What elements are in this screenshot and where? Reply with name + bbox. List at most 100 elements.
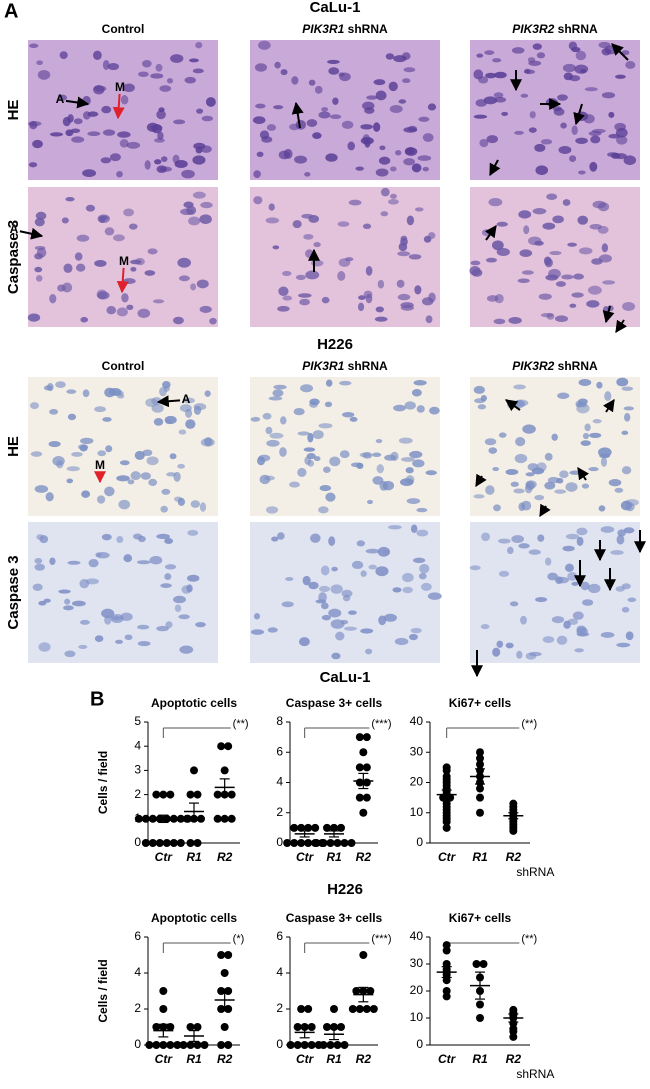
nucleus	[330, 619, 345, 629]
nucleus	[37, 69, 51, 80]
row-label: Caspase 3	[5, 555, 22, 629]
column-header: Control	[102, 359, 145, 373]
nucleus	[187, 529, 199, 536]
data-point	[220, 969, 229, 977]
nucleus	[591, 258, 603, 265]
nucleus	[137, 640, 151, 647]
nucleus	[36, 60, 43, 65]
data-point	[176, 814, 185, 823]
nucleus	[295, 274, 306, 281]
nucleus	[330, 584, 343, 594]
nucleus	[362, 223, 372, 230]
arrow	[291, 101, 304, 129]
x-tick-label: R1	[326, 850, 342, 864]
nucleus	[66, 478, 74, 484]
nucleus	[559, 470, 569, 479]
nucleus	[532, 208, 547, 215]
data-point	[476, 760, 484, 769]
arrow	[19, 227, 44, 240]
data-point	[193, 1041, 202, 1049]
nucleus	[576, 527, 588, 536]
data-point	[359, 951, 368, 959]
data-point	[333, 1041, 342, 1049]
nucleus	[471, 268, 483, 277]
nucleus	[575, 400, 583, 408]
data-point	[509, 1005, 518, 1014]
nucleus	[151, 403, 164, 413]
nucleus	[138, 535, 146, 543]
x-tick-label: R1	[472, 850, 488, 864]
nucleus	[66, 389, 77, 394]
nucleus	[137, 308, 151, 318]
data-point	[362, 778, 371, 787]
nucleus	[138, 71, 149, 77]
nucleus	[67, 560, 81, 565]
nucleus	[117, 131, 131, 138]
nucleus	[187, 574, 200, 582]
nucleus	[523, 69, 536, 75]
nucleus	[177, 463, 185, 469]
image-annotation: M	[95, 458, 105, 472]
nucleus	[571, 292, 584, 298]
data-point	[509, 799, 518, 808]
nucleus	[511, 535, 525, 543]
micrograph	[470, 187, 640, 327]
arrow	[539, 503, 551, 518]
nucleus	[372, 476, 384, 485]
nucleus	[598, 505, 606, 512]
nucleus	[104, 387, 116, 398]
significance: (**)	[521, 718, 537, 730]
nucleus	[27, 313, 41, 322]
nucleus	[563, 72, 573, 81]
nucleus	[505, 642, 514, 649]
group-title: H226	[327, 881, 363, 898]
nucleus	[178, 275, 190, 282]
nucleus	[254, 63, 267, 72]
nucleus	[389, 104, 403, 114]
nucleus	[564, 563, 574, 573]
nucleus	[161, 488, 171, 495]
nucleus	[321, 602, 329, 610]
x-tick-label: R2	[356, 1052, 372, 1066]
nucleus	[272, 389, 284, 397]
nucleus	[360, 570, 367, 577]
data-point	[224, 987, 233, 995]
nucleus	[505, 469, 519, 475]
nucleus	[402, 586, 413, 594]
group-title: CaLu-1	[320, 669, 371, 686]
data-point	[159, 987, 168, 995]
nucleus	[355, 166, 364, 171]
nucleus	[129, 259, 142, 265]
nucleus	[173, 471, 181, 482]
nucleus	[554, 489, 567, 494]
micrograph	[470, 522, 640, 663]
nucleus	[310, 533, 321, 543]
nucleus	[308, 79, 316, 86]
nucleus	[581, 483, 590, 489]
nucleus	[515, 437, 526, 447]
nucleus	[598, 41, 611, 49]
nucleus	[130, 266, 137, 272]
nucleus	[183, 397, 195, 404]
nucleus	[351, 560, 364, 570]
nucleus	[556, 635, 568, 645]
nucleus	[427, 103, 437, 111]
nucleus	[481, 532, 491, 542]
y-tick-label: 2	[134, 1001, 141, 1015]
nucleus	[155, 63, 163, 72]
nucleus	[405, 467, 414, 474]
image-annotation: A	[10, 222, 19, 236]
nucleus	[554, 315, 569, 322]
nucleus	[94, 635, 104, 642]
nucleus	[358, 295, 366, 300]
data-point	[224, 742, 233, 751]
nucleus	[300, 384, 314, 393]
nucleus	[528, 549, 541, 555]
column-suffix: shRNA	[558, 359, 598, 373]
nucleus	[285, 576, 294, 581]
nucleus	[366, 95, 378, 100]
nucleus	[144, 160, 151, 170]
nucleus	[402, 78, 411, 84]
nucleus	[411, 163, 422, 173]
data-point	[330, 1005, 338, 1013]
